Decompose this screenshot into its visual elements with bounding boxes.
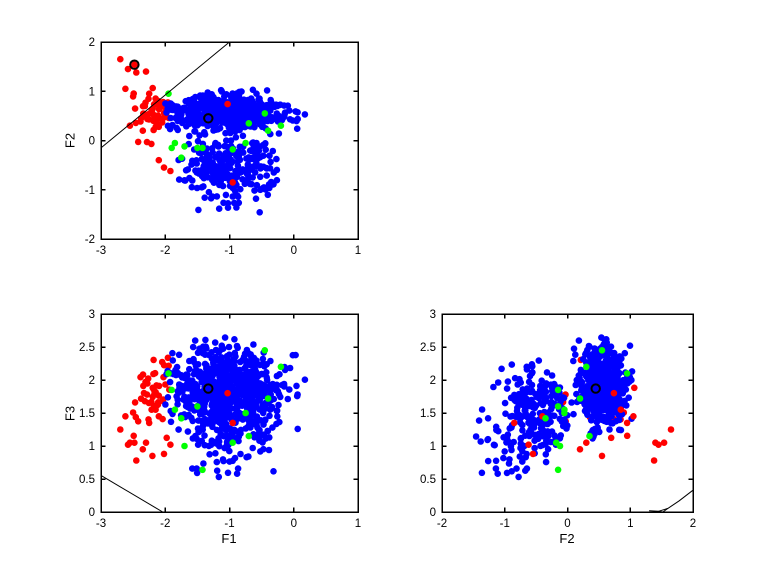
x-tick-label: -2 [437,518,447,530]
ylabel-f3: F3 [62,405,78,422]
x-tick-label: 0 [291,518,297,530]
y-tick-label: 3 [89,309,95,321]
y-tick-label: -2 [85,234,95,246]
axes-box [100,41,359,240]
y-tick-label: 2.5 [79,342,95,354]
boundary-lines [100,41,230,149]
centroid-markers [203,383,214,394]
ylabel-f2: F2 [62,132,78,149]
y-tick-label: 1 [89,86,95,98]
x-tick-label: 1 [627,518,633,530]
xlabel-f1: F1 [221,531,237,546]
x-tick-label: 0 [564,518,570,530]
y-tick-label: 2 [89,375,95,387]
x-tick-label: -2 [160,518,170,530]
tick-labels: -3 -2 -1 0 1 0 0.5 1 1.5 2 2.5 3 [79,309,361,530]
y-tick-label: 0 [89,507,95,519]
centroid-markers [129,59,214,124]
cluster-points [117,334,309,481]
x-tick-label: 1 [355,245,361,257]
x-tick-label: 0 [291,245,297,257]
y-tick-label: -1 [85,185,95,197]
y-tick-label: 1.5 [79,408,95,420]
boundary-lines [100,474,163,513]
y-tick-label: 1.5 [420,408,436,420]
y-tick-label: 0 [430,507,436,519]
y-tick-label: 1 [430,441,436,453]
x-tick-label: -1 [224,518,234,530]
tick-labels: -2 -1 0 1 2 0 0.5 1 1.5 2 2.5 3 [420,309,696,530]
x-tick-label: 2 [690,518,696,530]
xlabel-f2: F2 [559,531,575,546]
y-tick-label: 2.5 [420,342,436,354]
x-tick-label: -3 [96,518,106,530]
centroid-markers [590,383,601,394]
y-tick-label: 0.5 [420,474,436,486]
x-tick-label: -2 [160,245,170,257]
x-tick-label: -1 [500,518,510,530]
y-tick-label: 0 [89,136,95,148]
y-tick-label: 3 [430,309,436,321]
y-tick-label: 2 [89,37,95,49]
plot-F2-vs-F3: -2 -1 0 1 2 0 0.5 1 1.5 2 2.5 3 [420,309,696,530]
cluster-points [117,55,309,216]
y-tick-label: 0.5 [79,474,95,486]
cluster-points [472,334,675,481]
y-tick-label: 2 [430,375,436,387]
x-tick-label: -3 [96,245,106,257]
plot-F1-vs-F3: -3 -2 -1 0 1 0 0.5 1 1.5 2 2.5 3 [79,309,361,530]
axes-box [441,313,694,513]
x-tick-label: -1 [224,245,234,257]
y-tick-label: 1 [89,441,95,453]
axes-box [100,313,359,513]
x-tick-label: 1 [355,518,361,530]
